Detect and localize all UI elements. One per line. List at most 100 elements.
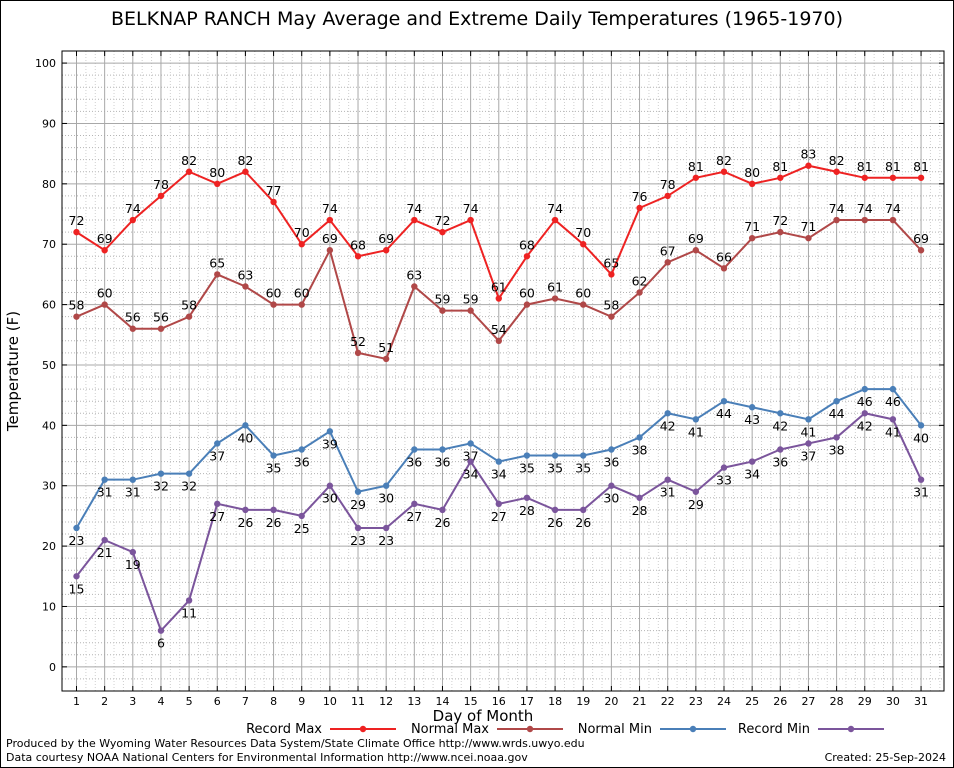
data-label-record-min: 26 [547, 515, 563, 530]
y-tick-label: 30 [42, 480, 56, 493]
data-point-record-min [467, 458, 474, 465]
data-point-record-min [382, 524, 390, 532]
data-label-normal-max: 60 [519, 286, 535, 301]
data-point-record-min [73, 573, 80, 580]
data-label-normal-min: 43 [744, 412, 760, 427]
data-label-normal-max: 69 [322, 231, 338, 246]
y-tick-label: 70 [42, 238, 56, 251]
data-label-normal-max: 52 [350, 334, 366, 349]
data-point-normal-min [692, 416, 700, 423]
data-label-normal-max: 60 [294, 286, 310, 301]
data-point-record-min [551, 506, 559, 514]
data-point-record-max [101, 247, 108, 254]
data-point-normal-min [242, 422, 249, 429]
data-label-normal-min: 40 [237, 430, 253, 445]
data-label-normal-min: 36 [294, 454, 310, 469]
y-tick-label: 40 [42, 419, 56, 432]
data-label-record-max: 74 [406, 201, 422, 216]
data-point-normal-max [129, 325, 137, 332]
data-label-normal-min: 46 [857, 394, 873, 409]
data-label-normal-min: 35 [575, 461, 591, 476]
data-label-record-min: 26 [237, 515, 253, 530]
data-label-record-max: 81 [885, 159, 901, 174]
data-point-record-min [242, 506, 249, 514]
x-tick-label: 31 [914, 695, 928, 708]
data-label-record-min: 23 [378, 533, 394, 548]
data-label-record-min: 29 [688, 497, 704, 512]
data-point-record-min [636, 494, 643, 501]
data-point-normal-max [917, 247, 925, 254]
data-point-normal-min [411, 446, 418, 453]
data-point-record-min [692, 488, 700, 495]
data-point-normal-min [777, 410, 784, 417]
data-point-record-max [298, 241, 305, 248]
data-label-record-min: 28 [519, 503, 535, 518]
data-point-record-min [777, 446, 784, 453]
data-point-record-min [608, 482, 615, 489]
data-point-record-max [833, 168, 840, 175]
data-point-record-min [129, 548, 137, 556]
data-label-record-min: 34 [744, 467, 760, 482]
data-label-normal-min: 38 [632, 442, 648, 457]
data-label-record-max: 74 [322, 201, 338, 216]
x-tick-label: 3 [129, 695, 136, 708]
data-point-normal-min [861, 385, 868, 393]
legend-item-record-min: Record Min [738, 722, 884, 737]
data-label-normal-max: 63 [237, 267, 253, 282]
data-label-record-max: 80 [744, 165, 760, 180]
data-label-record-max: 78 [153, 177, 169, 192]
data-label-normal-min: 29 [350, 497, 366, 512]
data-label-normal-min: 32 [153, 479, 169, 494]
data-point-normal-min [917, 422, 925, 429]
data-point-normal-min [439, 446, 446, 453]
data-label-record-min: 27 [406, 509, 422, 524]
data-point-record-min [270, 506, 277, 514]
data-label-normal-max: 56 [153, 310, 169, 325]
data-label-record-max: 69 [378, 231, 394, 246]
data-label-record-max: 68 [350, 237, 366, 252]
x-tick-label: 30 [886, 695, 900, 708]
data-point-record-max [242, 168, 249, 175]
data-point-record-min [439, 506, 446, 514]
y-tick-label: 80 [42, 178, 56, 191]
x-tick-label: 20 [604, 695, 618, 708]
data-point-record-min [101, 536, 108, 544]
y-tick-label: 20 [42, 540, 56, 553]
data-label-record-max: 74 [463, 201, 479, 216]
y-tick-label: 10 [42, 600, 56, 613]
data-label-record-max: 81 [772, 159, 788, 174]
data-label-record-min: 26 [266, 515, 282, 530]
data-point-normal-min [157, 470, 165, 477]
data-label-normal-min: 36 [435, 454, 451, 469]
data-label-normal-max: 61 [547, 280, 563, 295]
x-tick-label: 23 [689, 695, 703, 708]
data-label-normal-max: 65 [209, 255, 225, 270]
data-label-normal-max: 69 [688, 231, 704, 246]
data-point-normal-max [326, 247, 334, 254]
data-label-normal-min: 31 [125, 485, 141, 500]
data-point-normal-min [354, 488, 362, 495]
data-point-normal-min [270, 452, 277, 459]
data-point-record-max [185, 168, 193, 175]
data-point-normal-min [636, 434, 643, 441]
data-point-normal-max [214, 271, 221, 278]
data-label-record-min: 26 [575, 515, 591, 530]
data-point-normal-max [523, 301, 531, 308]
data-point-normal-min [214, 440, 221, 447]
data-label-normal-max: 69 [913, 231, 929, 246]
data-label-record-max: 65 [603, 255, 619, 270]
data-label-record-max: 81 [688, 159, 704, 174]
data-label-normal-min: 35 [519, 461, 535, 476]
data-label-record-min: 27 [209, 509, 225, 524]
data-point-record-max [580, 241, 587, 248]
data-point-normal-max [270, 301, 277, 308]
data-label-normal-max: 74 [829, 201, 845, 216]
data-point-record-min [298, 512, 305, 520]
data-label-normal-max: 67 [660, 243, 676, 258]
data-point-record-min [664, 476, 671, 483]
data-label-record-min: 31 [913, 485, 929, 500]
data-point-normal-max [298, 301, 305, 308]
data-label-record-min: 21 [97, 545, 113, 560]
data-point-normal-max [495, 337, 502, 345]
y-tick-label: 90 [42, 117, 56, 130]
